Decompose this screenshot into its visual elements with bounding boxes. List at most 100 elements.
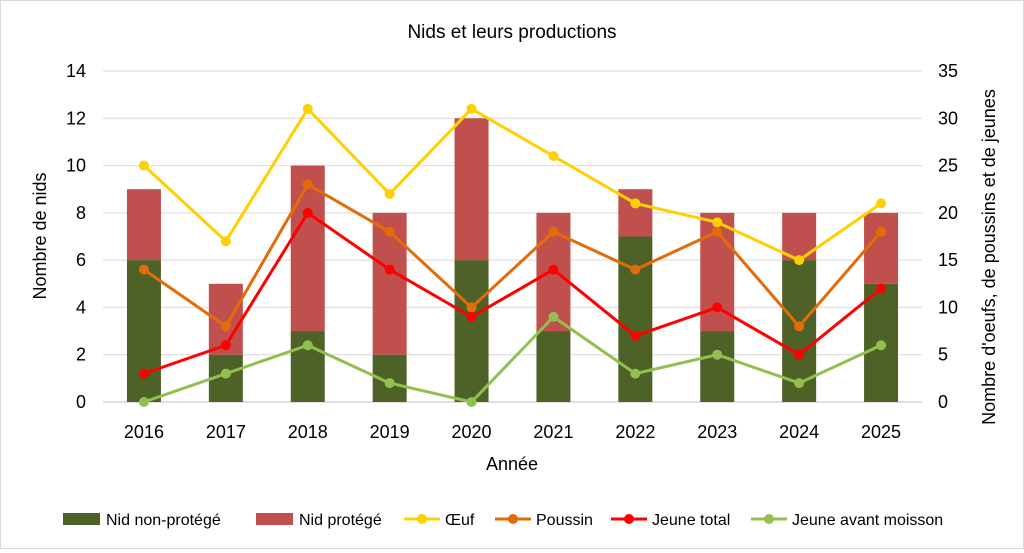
y-tick-label: 10 [66, 156, 86, 176]
line-point [712, 226, 723, 237]
line-point [712, 217, 723, 228]
line-point [384, 188, 395, 199]
y2-tick-label: 35 [938, 61, 958, 81]
line-point [302, 179, 313, 190]
legend-swatch [63, 513, 100, 525]
y2-tick-label: 0 [938, 392, 948, 412]
x-tick-label: 2023 [697, 422, 737, 442]
line-point [302, 340, 313, 351]
x-tick-label: 2017 [206, 422, 246, 442]
line-point [630, 264, 641, 275]
bar [864, 212, 899, 284]
x-tick-label: 2020 [452, 422, 492, 442]
line-point [220, 368, 231, 379]
legend-item: Nid non-protégé [63, 512, 221, 529]
bar [700, 331, 735, 402]
y2-tick-label: 20 [938, 203, 958, 223]
y2-tick-label: 25 [938, 156, 958, 176]
line-point [220, 236, 231, 247]
line-point [876, 198, 887, 209]
line-point [630, 330, 641, 341]
bar [454, 260, 489, 402]
bar [126, 260, 161, 402]
line-point [712, 349, 723, 360]
y2-tick-label: 10 [938, 297, 958, 317]
line-point [384, 226, 395, 237]
x-tick-label: 2024 [779, 422, 819, 442]
line-point [384, 264, 395, 275]
legend-swatch-marker [624, 514, 634, 524]
y-tick-label: 8 [76, 203, 86, 223]
legend-label: Poussin [536, 512, 593, 529]
legend-swatch-marker [417, 514, 427, 524]
legend-item: Jeune total [611, 512, 730, 529]
line-point [384, 378, 395, 389]
x-tick-label: 2018 [288, 422, 328, 442]
legend-item: Œuf [404, 512, 475, 529]
legend-label: Œuf [445, 512, 475, 529]
line-point [220, 340, 231, 351]
legend-item: Jeune avant moisson [751, 512, 943, 529]
legend-swatch-marker [508, 514, 518, 524]
line-point [712, 302, 723, 313]
y2-tick-label: 30 [938, 108, 958, 128]
line-point [138, 160, 149, 171]
x-axis-title: Année [486, 454, 538, 474]
x-tick-label: 2016 [124, 422, 164, 442]
line-point [466, 311, 477, 322]
y2-tick-label: 15 [938, 250, 958, 270]
line-point [548, 311, 559, 322]
line-jeune-avant-moisson [143, 315, 882, 404]
legend-label: Jeune total [652, 512, 730, 529]
line-point [876, 226, 887, 237]
line-point [548, 264, 559, 275]
line-layer [138, 103, 887, 407]
line-point [466, 103, 477, 114]
y-tick-label: 0 [76, 392, 86, 412]
y-tick-label: 4 [76, 297, 86, 317]
y-tick-label: 2 [76, 345, 86, 365]
line-point [794, 349, 805, 360]
line-point [138, 368, 149, 379]
line-point [466, 397, 477, 407]
bar [454, 118, 489, 261]
x-axis-ticks: 2016 2017 2018 2019 2020 2021 2022 2023 2024 2025 [124, 422, 901, 442]
line-point [138, 264, 149, 275]
x-tick-label: 2022 [615, 422, 655, 442]
y-axis-title: Nombre de nids [30, 172, 50, 299]
bar [536, 331, 571, 402]
chart-title: Nids et leurs productions [407, 22, 616, 43]
line-point [876, 283, 887, 294]
line-point [794, 255, 805, 266]
line-point [466, 302, 477, 313]
x-tick-label: 2021 [533, 422, 573, 442]
line-poussin [143, 182, 883, 328]
line-poussin-series [138, 179, 887, 332]
left-axis-ticks: 0 2 4 6 8 10 12 14 [66, 61, 86, 412]
y-tick-label: 6 [76, 250, 86, 270]
line-point [630, 368, 641, 379]
line-point [138, 397, 149, 407]
line-point [794, 321, 805, 332]
y-tick-label: 14 [66, 61, 86, 81]
line-point [548, 226, 559, 237]
legend-swatch-marker [764, 514, 774, 524]
line-point [548, 151, 559, 162]
legend-label: Jeune avant moisson [792, 512, 943, 529]
legend-label: Nid protégé [299, 512, 382, 529]
line-oeuf [142, 107, 882, 262]
y-tick-label: 12 [66, 108, 86, 128]
line-oeuf-series [138, 103, 887, 266]
legend-item: Poussin [495, 512, 593, 529]
line-point [876, 340, 887, 351]
line-point [302, 103, 313, 114]
line-point [302, 207, 313, 218]
y2-axis-title: Nombre d'oeufs, de poussins et de jeunes [979, 89, 999, 425]
right-axis-ticks: 0 5 10 15 20 25 30 35 [938, 61, 958, 412]
line-point [630, 198, 641, 209]
legend-swatch [256, 513, 293, 525]
x-tick-label: 2025 [861, 422, 901, 442]
bar [290, 165, 325, 332]
